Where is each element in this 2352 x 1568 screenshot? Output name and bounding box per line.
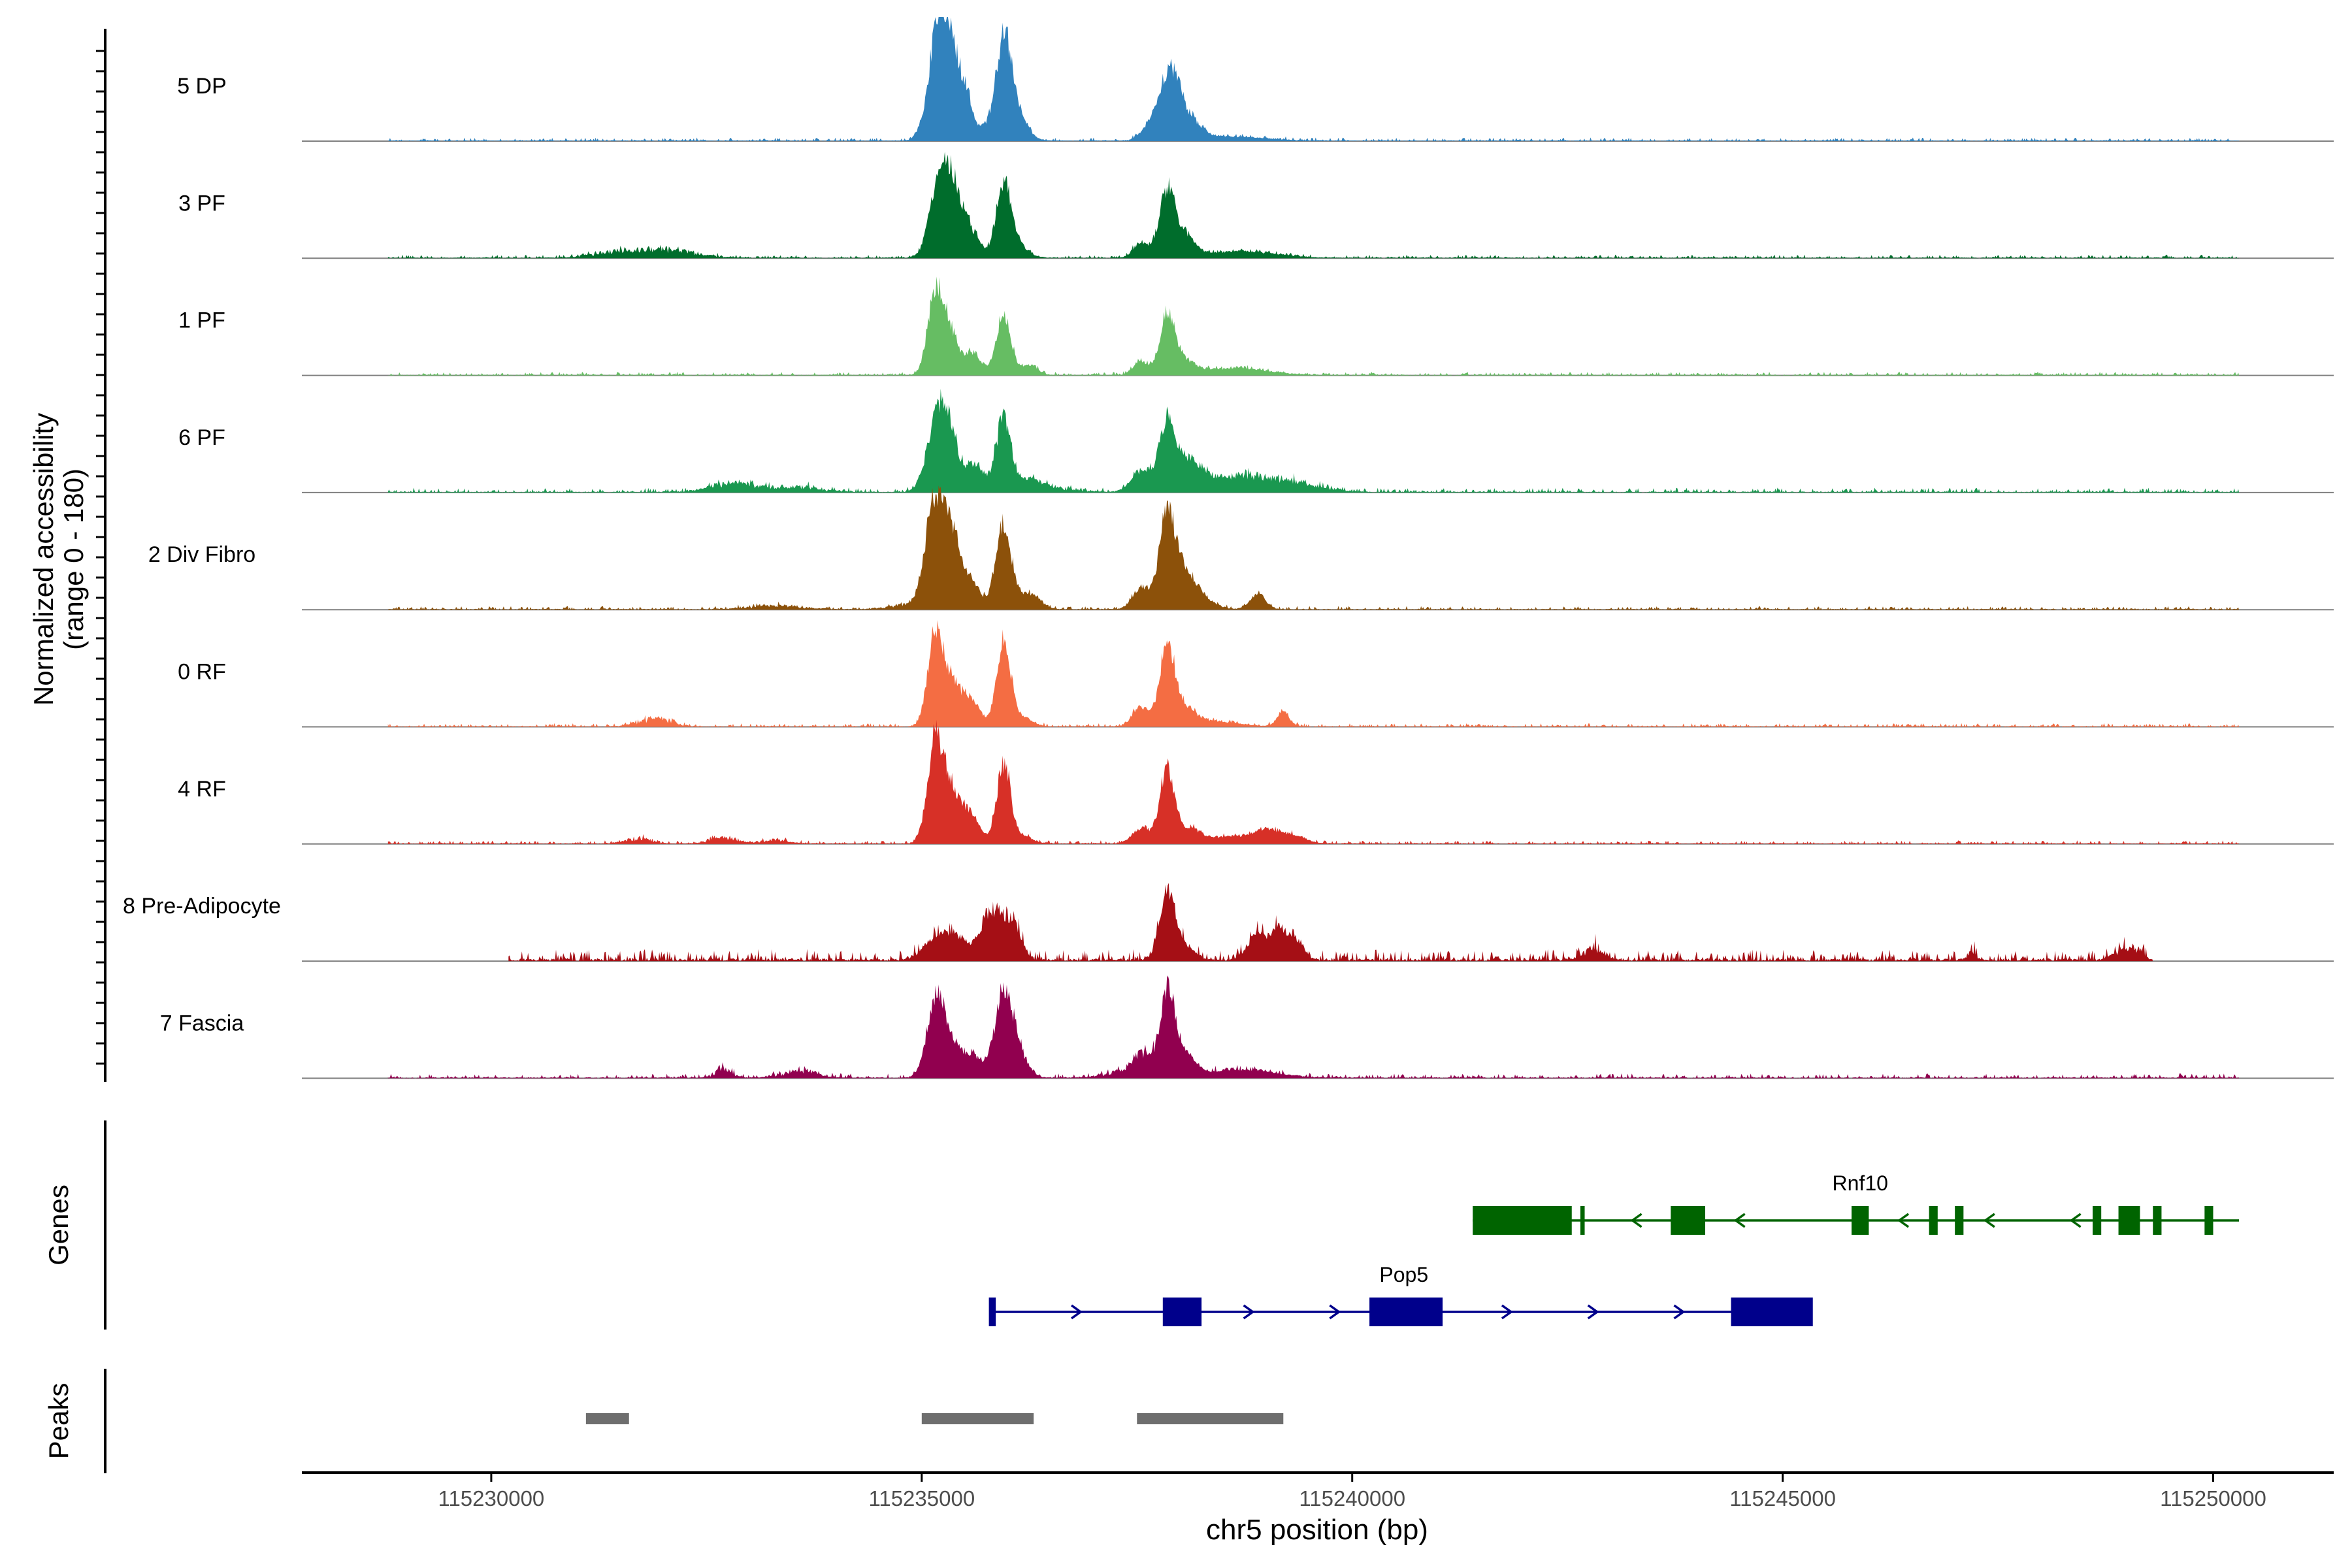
peak-region: [585, 1413, 629, 1424]
gene-exon: [2204, 1206, 2213, 1235]
gene-exon: [1580, 1206, 1585, 1235]
strand-arrow: [1983, 1213, 1995, 1228]
peaks-panel-label: Peaks: [43, 1383, 74, 1460]
gene-exon: [2153, 1206, 2162, 1235]
gene-label: Pop5: [1379, 1263, 1428, 1286]
track-label: 5 DP: [177, 74, 227, 99]
gene-model: Rnf10: [1473, 1171, 2240, 1235]
gene-exon: [1852, 1206, 1869, 1235]
track: 1 PF: [178, 276, 2334, 376]
coverage-yaxis: [96, 29, 106, 1082]
strand-arrow: [1630, 1213, 1642, 1228]
gene-exon: [1731, 1298, 1813, 1326]
y-axis-label: Normalized accessibility: [28, 413, 59, 706]
track-label: 6 PF: [178, 425, 225, 450]
gene-exon: [988, 1298, 996, 1326]
y-axis-label-line1: Normalized accessibility: [28, 413, 59, 706]
gene-exon: [1473, 1206, 1572, 1235]
strand-arrow: [1733, 1213, 1746, 1228]
strand-arrow: [1329, 1304, 1341, 1320]
track-label: 8 Pre-Adipocyte: [123, 894, 281, 919]
strand-arrow: [1501, 1304, 1513, 1320]
track-label: 4 RF: [178, 777, 226, 802]
gene-exon: [2118, 1206, 2140, 1235]
gene-label: Rnf10: [1833, 1171, 1888, 1195]
peak-region: [921, 1413, 1034, 1424]
gene-exon: [1929, 1206, 1938, 1235]
peak-region: [1137, 1413, 1284, 1424]
x-tick-label: 115230000: [438, 1486, 545, 1511]
track: 6 PF: [178, 389, 2334, 493]
track: 4 RF: [178, 719, 2334, 845]
x-tick-label: 115245000: [1729, 1486, 1836, 1511]
track-label: 1 PF: [178, 308, 225, 333]
strand-arrow: [1070, 1304, 1083, 1320]
track-label: 7 Fascia: [160, 1011, 244, 1036]
gene-exon: [1955, 1206, 1964, 1235]
coverage-yaxis-ticks: [96, 50, 105, 1065]
track: 5 DP: [177, 17, 2334, 142]
x-axis: 115230000 115235000 115240000 115245000 1152…: [302, 1471, 2334, 1511]
y-axis-label-range: (range 0 - 180): [58, 468, 89, 650]
x-axis-label: chr5 position (bp): [1206, 1514, 1428, 1546]
track: 0 RF: [178, 620, 2334, 728]
strand-arrow: [1587, 1304, 1599, 1320]
gene-exon: [1369, 1298, 1443, 1326]
gene-model: Pop5: [988, 1263, 1813, 1326]
strand-arrow: [1673, 1304, 1686, 1320]
strand-arrow: [1243, 1304, 1255, 1320]
strand-arrow: [1897, 1213, 1910, 1228]
track-label: 2 Div Fibro: [148, 542, 255, 567]
strand-arrow: [2069, 1213, 2082, 1228]
coverage-tracks: 5 DP 3 PF 1 PF 6 PF 2 Div Fibro 0 RF 4 RF 8 Pre…: [123, 17, 2334, 1079]
y-axis-label-line2: (range 0 - 180): [58, 468, 89, 650]
track-label: 3 PF: [178, 191, 225, 216]
peak-regions: [585, 1413, 1284, 1424]
x-tick-label: 115235000: [868, 1486, 975, 1511]
gene-exon: [1671, 1206, 1706, 1235]
gene-annotations: Rnf10 Pop5: [988, 1171, 2240, 1326]
gene-exon: [1162, 1298, 1202, 1326]
x-tick-label: 115240000: [1299, 1486, 1405, 1511]
genes-panel-label: Genes: [43, 1184, 74, 1266]
track: 3 PF: [178, 152, 2334, 259]
track-label: 0 RF: [178, 660, 226, 685]
track: 2 Div Fibro: [148, 485, 2334, 611]
gene-exon: [2093, 1206, 2102, 1235]
track: 7 Fascia: [160, 975, 2334, 1079]
track: 8 Pre-Adipocyte: [123, 883, 2334, 962]
x-tick-label: 115250000: [2160, 1486, 2266, 1511]
